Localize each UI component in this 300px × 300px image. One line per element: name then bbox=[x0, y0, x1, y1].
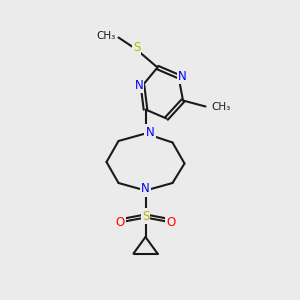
Text: N: N bbox=[178, 70, 187, 83]
Text: O: O bbox=[167, 215, 176, 229]
Text: CH₃: CH₃ bbox=[96, 31, 116, 41]
Text: N: N bbox=[146, 125, 154, 139]
Text: O: O bbox=[116, 215, 124, 229]
Text: CH₃: CH₃ bbox=[211, 101, 230, 112]
Text: N: N bbox=[141, 182, 150, 196]
Text: S: S bbox=[133, 40, 140, 54]
Text: N: N bbox=[134, 79, 143, 92]
Text: S: S bbox=[142, 209, 149, 223]
